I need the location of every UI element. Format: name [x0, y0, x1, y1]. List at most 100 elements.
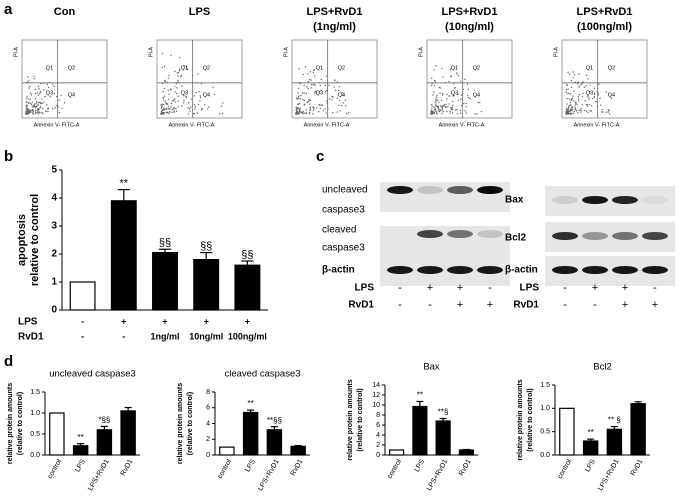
cell-dot — [596, 106, 599, 108]
cell-dot — [605, 91, 607, 93]
cell-dot — [163, 65, 166, 68]
row-name: RvD1 — [18, 332, 44, 343]
cell-dot — [308, 98, 310, 101]
blot-band — [387, 186, 413, 194]
cell-dot — [185, 65, 188, 68]
cell-dot — [27, 102, 30, 104]
cell-dot — [327, 107, 329, 110]
cell-dot — [448, 103, 450, 105]
cell-dot — [309, 106, 312, 108]
cell-dot — [565, 88, 568, 91]
cell-dot — [308, 78, 311, 81]
cell-dot — [163, 99, 165, 101]
cell-dot — [32, 112, 35, 115]
cell-dot — [173, 107, 175, 109]
cell-dot — [302, 98, 304, 101]
bar — [69, 281, 96, 311]
cell-dot — [206, 108, 209, 110]
flow-frame — [291, 39, 378, 119]
cell-dot — [308, 99, 311, 102]
blot-band — [552, 266, 578, 274]
quadrant-label: Q4 — [473, 92, 480, 98]
cell-dot — [599, 97, 601, 99]
cell-dot — [305, 113, 307, 115]
cell-dot — [568, 98, 571, 100]
cell-dot — [295, 97, 298, 99]
cell-dot — [167, 112, 170, 115]
row-value: 100ng/ml — [228, 331, 267, 341]
cell-dot — [430, 84, 433, 87]
cell-dot — [171, 111, 173, 113]
cell-dot — [431, 111, 433, 114]
blot-band — [642, 266, 668, 274]
cell-dot — [443, 105, 445, 107]
cell-dot — [580, 83, 582, 86]
cell-dot — [34, 103, 36, 105]
cell-dot — [587, 78, 589, 80]
cell-dot — [305, 93, 308, 95]
y-tick-label: 1.0 — [540, 405, 550, 412]
blot-label: β-actin — [322, 265, 355, 276]
cell-dot — [328, 98, 331, 100]
cell-dot — [170, 54, 172, 56]
blot-label: caspase3 — [322, 205, 365, 216]
cell-dot — [341, 91, 343, 94]
y-tick-label: 3 — [51, 221, 57, 232]
cell-dot — [459, 109, 462, 111]
cell-dot — [467, 88, 470, 90]
bar — [72, 445, 89, 456]
y-tick-label: 6 — [206, 405, 210, 412]
flow-title: LPS+RvD1 — [307, 6, 363, 18]
cell-dot — [201, 107, 203, 110]
blot-row-name: LPS — [520, 283, 540, 294]
cell-dot — [162, 97, 164, 99]
cell-dot — [195, 91, 197, 94]
cell-dot — [444, 106, 447, 109]
cell-dot — [338, 99, 341, 102]
chart-title: Bcl2 — [593, 362, 611, 373]
cell-dot — [570, 104, 572, 106]
cell-dot — [591, 98, 594, 100]
cell-dot — [34, 92, 37, 95]
quadrant-label: Q4 — [68, 92, 75, 98]
cell-dot — [37, 113, 40, 115]
cell-dot — [196, 112, 199, 114]
cell-dot — [312, 72, 315, 74]
cell-dot — [441, 112, 443, 115]
cell-dot — [163, 112, 166, 114]
flow-title: Con — [54, 6, 76, 18]
cell-dot — [465, 102, 467, 105]
cell-dot — [574, 108, 577, 111]
cell-dot — [167, 108, 170, 110]
cell-dot — [589, 110, 591, 112]
cell-dot — [572, 112, 575, 115]
quadrant-label: Q3 — [181, 90, 188, 96]
cell-dot — [331, 99, 333, 101]
cell-dot — [188, 107, 191, 110]
cell-dot — [445, 103, 447, 106]
blot-label: cleaved — [322, 225, 356, 236]
cell-dot — [29, 98, 31, 101]
cell-dot — [26, 112, 28, 115]
cell-dot — [567, 108, 570, 110]
cell-dot — [187, 107, 189, 109]
cell-dot — [296, 111, 299, 113]
flow-title: (100ng/ml) — [577, 21, 632, 33]
cell-dot — [164, 95, 166, 97]
cell-dot — [28, 109, 31, 111]
row-value: - — [122, 331, 125, 341]
cell-dot — [336, 81, 339, 83]
y-tick-label: 12 — [372, 392, 380, 399]
quadrant-label: Q3 — [46, 90, 53, 96]
cell-dot — [175, 92, 178, 95]
cell-dot — [580, 108, 582, 110]
cell-dot — [441, 67, 443, 70]
cell-dot — [307, 81, 309, 83]
cell-dot — [167, 98, 170, 101]
cell-dot — [25, 97, 27, 100]
cell-dot — [177, 95, 179, 98]
cell-dot — [451, 109, 453, 111]
cell-dot — [593, 87, 596, 89]
y-tick-label: 1.5 — [30, 389, 40, 396]
cell-dot — [190, 106, 192, 108]
